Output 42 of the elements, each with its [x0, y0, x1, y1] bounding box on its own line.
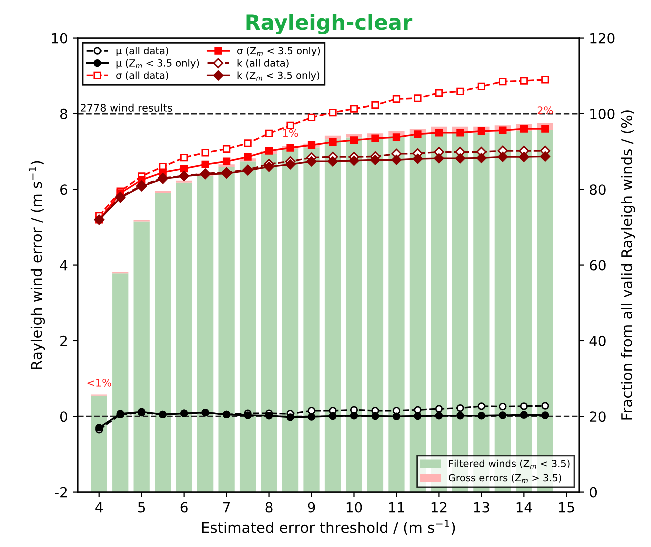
legend-label: k (Z$_{m}$ < 3.5 only) — [238, 72, 320, 82]
x-tick-label: 12 — [432, 502, 447, 513]
x-tick-label: 8 — [266, 502, 273, 513]
x-tick-label: 14 — [516, 502, 532, 513]
y-tick-label: 8 — [60, 108, 68, 120]
y2-tick-label: 40 — [590, 336, 606, 346]
x-axis-title: Estimated error threshold / (m s$^{−1}$) — [202, 520, 456, 535]
legend-label: Gross errors (Z$_{m}$ > 3.5) — [448, 474, 562, 484]
y-tick-label: 6 — [60, 184, 68, 196]
y2-tick-label: 80 — [590, 184, 606, 196]
legend-label: μ (all data) — [116, 47, 168, 56]
legend-label: σ (Z$_{m}$ < 3.5 only) — [238, 47, 320, 56]
x-tick-label: 5 — [138, 502, 146, 513]
y-tick-label: -2 — [55, 487, 68, 498]
x-tick-label: 7 — [224, 502, 230, 513]
y2-axis-title: Fraction from all valid Rayleigh winds / (%) — [621, 110, 636, 420]
y2-tick-label: 120 — [590, 33, 615, 44]
x-tick-label: 11 — [389, 502, 404, 513]
annotation: 1% — [283, 129, 298, 138]
x-tick-label: 15 — [559, 502, 574, 513]
y2-tick-label: 0 — [590, 487, 598, 498]
y-tick-label: 2 — [60, 336, 68, 346]
y2-tick-label: 20 — [590, 412, 606, 422]
x-tick-label: 10 — [346, 502, 362, 513]
legend-label: σ (all data) — [116, 72, 168, 80]
y-axis-title: Rayleigh wind error / (m s$^{−1}$) — [28, 161, 46, 370]
y2-tick-label: 100 — [590, 108, 615, 120]
y-tick-label: 0 — [60, 412, 68, 422]
y2-tick-label: 60 — [590, 260, 606, 271]
x-tick-label: 6 — [180, 502, 188, 513]
legend-label: k (all data) — [238, 59, 289, 68]
ref-line-label: 2778 wind results — [81, 104, 172, 112]
x-tick-label: 13 — [474, 502, 490, 513]
x-tick-label: 9 — [308, 502, 316, 513]
annotation: 2% — [538, 106, 554, 114]
chart-title: Rayleigh-clear — [246, 14, 413, 34]
y-tick-label: 4 — [60, 260, 68, 271]
legend-label: Filtered winds (Z$_{m}$ < 3.5) — [449, 460, 570, 469]
y-tick-label: 10 — [52, 33, 68, 44]
x-tick-label: 4 — [96, 502, 103, 513]
legend-label: μ (Z$_{m}$ < 3.5 only) — [116, 59, 200, 69]
annotation: <1% — [88, 378, 112, 387]
